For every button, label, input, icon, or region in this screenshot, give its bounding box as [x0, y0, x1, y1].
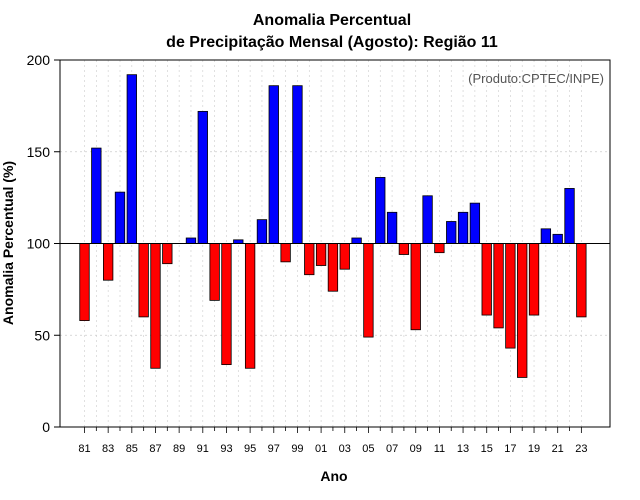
bar-2003 — [339, 243, 350, 270]
x-axis-label: Ano — [320, 468, 347, 484]
bar-2002 — [327, 243, 339, 292]
y-tick-label: 150 — [27, 144, 51, 160]
bar-2008 — [398, 243, 410, 255]
chart-title-line2: de Precipitação Mensal (Agosto): Região … — [166, 34, 498, 51]
bar-2013 — [457, 211, 469, 244]
bar-2011 — [434, 243, 445, 254]
bar-2016 — [493, 243, 504, 329]
bar-1987 — [150, 243, 161, 369]
bar-2017 — [505, 243, 516, 349]
credit-label: (Produto:CPTEC/INPE) — [468, 71, 604, 86]
x-tick-label: 19 — [528, 443, 540, 455]
y-axis-ticks: 0 50 100 150 200 — [27, 52, 60, 435]
y-tick-label: 100 — [27, 236, 51, 252]
x-tick-label: 91 — [197, 443, 209, 455]
x-tick-label: 93 — [220, 443, 232, 455]
bar-1988 — [162, 243, 173, 265]
bar-2018 — [517, 243, 528, 378]
x-axis-ticks: 81 83 85 87 89 91 93 95 97 99 01 03 05 07 09 11 13 15 17 19… — [78, 427, 587, 455]
bar-2012 — [446, 221, 457, 244]
bar-1983 — [103, 243, 114, 281]
bar-2014 — [469, 202, 481, 244]
x-tick-label: 95 — [244, 443, 256, 455]
x-tick-label: 89 — [173, 443, 185, 455]
x-tick-label: 85 — [126, 443, 138, 455]
bar-2000 — [304, 243, 315, 276]
bar-1995 — [244, 243, 256, 369]
x-tick-label: 01 — [315, 443, 327, 455]
bar-2015 — [481, 243, 492, 316]
x-tick-label: 09 — [410, 443, 422, 455]
bar-1982 — [91, 147, 102, 244]
chart-title-line1: Anomalia Percentual — [253, 12, 411, 29]
bar-2004 — [351, 237, 362, 244]
x-tick-label: 21 — [552, 443, 564, 455]
bar-2001 — [315, 243, 327, 266]
bar-2005 — [363, 243, 374, 338]
bar-1998 — [280, 243, 291, 263]
x-tick-label: 87 — [149, 443, 161, 455]
y-tick-label: 50 — [34, 327, 50, 343]
x-tick-label: 11 — [434, 443, 445, 455]
bar-2007 — [386, 211, 398, 244]
bar-2006 — [375, 177, 386, 244]
bar-2023 — [576, 243, 587, 318]
x-tick-label: 99 — [291, 443, 303, 455]
bar-1990 — [185, 237, 197, 244]
x-tick-label: 05 — [362, 443, 374, 455]
bar-1996 — [256, 219, 268, 244]
bar-1991 — [197, 110, 208, 244]
bar-2019 — [528, 243, 540, 316]
x-tick-label: 03 — [339, 443, 351, 455]
bar-1994 — [233, 239, 244, 244]
x-tick-label: 13 — [457, 443, 469, 455]
bar-1985 — [126, 74, 137, 244]
y-tick-label: 0 — [42, 419, 50, 435]
bar-1997 — [268, 85, 279, 244]
bar-1993 — [221, 243, 232, 366]
y-axis-label: Anomalia Percentual (%) — [0, 161, 16, 325]
bar-1984 — [114, 191, 126, 244]
bar-1986 — [138, 243, 149, 318]
bar-2009 — [410, 243, 421, 331]
bar-1999 — [292, 85, 303, 244]
grid-lines — [60, 60, 610, 427]
y-tick-label: 200 — [27, 52, 51, 68]
x-tick-label: 23 — [575, 443, 587, 455]
bar-2022 — [564, 188, 575, 244]
bar-2021 — [552, 233, 563, 244]
x-tick-label: 15 — [481, 443, 493, 455]
x-tick-label: 83 — [102, 443, 114, 455]
x-tick-label: 97 — [268, 443, 280, 455]
x-tick-label: 81 — [78, 443, 90, 455]
x-tick-label: 17 — [504, 443, 516, 455]
bar-2010 — [422, 195, 433, 244]
bar-1992 — [209, 243, 220, 301]
bar-1981 — [79, 243, 90, 321]
x-tick-label: 07 — [386, 443, 398, 455]
bar-2020 — [540, 228, 552, 244]
